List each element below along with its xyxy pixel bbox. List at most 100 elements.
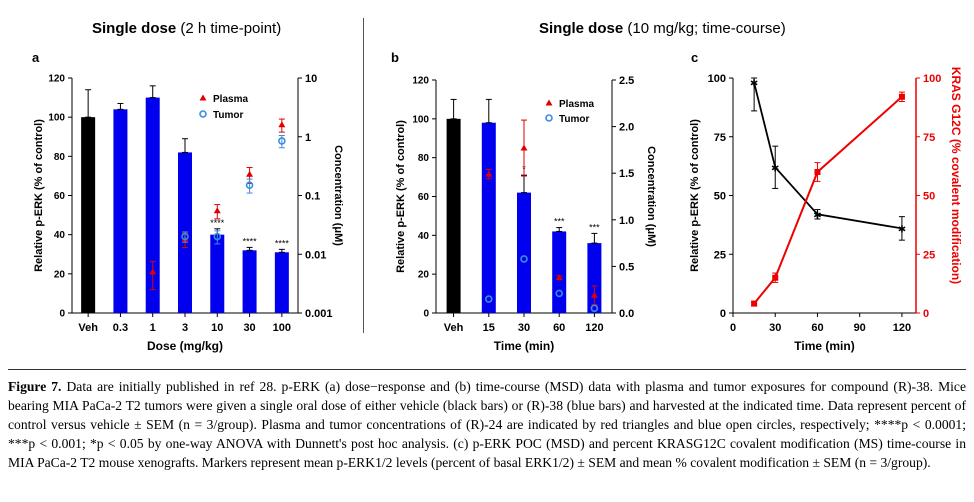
panel-a-y2tick-label: 0.001: [305, 308, 333, 320]
panel-b-y2tick-label: 0.5: [619, 261, 634, 273]
panel-divider: [363, 18, 364, 333]
panel-b-legend-plasma-marker: [545, 99, 553, 106]
panel-a-y2tick-label: 10: [305, 73, 317, 85]
panel-c-y2tick-label: 50: [923, 191, 935, 203]
panel-c-point-black-60: ✱: [813, 210, 821, 221]
panel-b-legend-plasma-label: Plasma: [559, 99, 594, 110]
panel-b-plasma-point-15: [485, 170, 493, 177]
panel-c-point-red-120: [898, 93, 905, 100]
panel-c-xtick-label: 60: [811, 322, 823, 334]
panel-a-legend-tumor-marker: [199, 110, 207, 118]
panel-bc-header: Single dose (10 mg/kg; time-course): [539, 20, 786, 37]
panel-b-plasma-point-30: [520, 144, 528, 151]
panel-a-bar-0.3: [113, 109, 128, 313]
panel-a-xtick-label: 3: [182, 322, 188, 334]
panel-c-ytick-label: 75: [714, 132, 726, 144]
panel-a-ytick-label: 80: [54, 152, 66, 163]
panel-c-xtick-label: 30: [769, 322, 781, 334]
panel-c-point-red-15: [751, 300, 758, 307]
panel-b-ytick-label: 40: [418, 231, 430, 242]
panel-c-point-black-120: ✱: [898, 224, 906, 235]
panel-c-series-line-red: [753, 96, 903, 305]
panel-b-y2tick-label: 0.0: [619, 308, 634, 320]
panel-b-y2label: Concentration (μM): [645, 146, 657, 247]
panel-a-sig-100: ****: [275, 238, 290, 248]
panel-b-xlabel: Time (min): [494, 339, 554, 353]
panel-a-tumor-point-3: [181, 232, 189, 241]
panel-c-point-black-15: ✱: [750, 79, 758, 90]
caption-rule: [8, 369, 966, 370]
panel-a-bar-30: [242, 250, 257, 313]
figure-caption: Figure 7. Data are initially published i…: [8, 377, 966, 472]
panel-c-ytick-label: 50: [714, 191, 726, 203]
panel-b-bar-15: [481, 122, 496, 313]
panel-a-sig-30: ****: [243, 236, 258, 246]
panel-b-bar-120: [587, 243, 602, 313]
panel-a-bar-100: [274, 252, 289, 313]
panel-a-ytick-label: 0: [59, 309, 65, 320]
panel-c-ytick-label: 100: [708, 73, 726, 85]
panel-a-xtick-label: 1: [150, 322, 156, 334]
panel-a-ytick-label: 40: [54, 230, 66, 241]
panel-a-legend-plasma-label: Plasma: [213, 94, 248, 105]
panel-a-plasma-point-100: [278, 121, 286, 128]
panel-c-xtick-label: 120: [893, 322, 911, 334]
panel-b-ytick-label: 60: [418, 192, 430, 203]
panel-b-plasma-point-120: [590, 291, 598, 298]
panel-a-ytick-label: 60: [54, 191, 66, 202]
panel-a-legend-plasma-marker: [199, 94, 207, 101]
panel-b-ytick-label: 20: [418, 270, 430, 281]
panel-c-y2tick-label: 100: [923, 73, 941, 85]
panel-a-xtick-label: 0.3: [113, 322, 128, 334]
panel-b-y2tick-label: 2.0: [619, 122, 634, 134]
panel-c-letter: c: [691, 50, 698, 65]
panel-a-xtick-label: 100: [273, 322, 291, 334]
panel-b-ytick-label: 80: [418, 153, 430, 164]
panel-a-plasma-point-1: [149, 268, 157, 275]
panel-b-ytick-label: 120: [412, 76, 429, 87]
panel-b-y2tick-label: 1.0: [619, 215, 634, 227]
panel-b-sig-60: ***: [554, 217, 565, 227]
panel-a-sig-10: ****: [210, 218, 225, 228]
panel-b-bar-30: [517, 192, 531, 313]
panel-c-point-red-30: [772, 274, 779, 281]
panel-b-tumor-point-60: [555, 289, 564, 298]
panel-a-xtick-label: Veh: [78, 322, 98, 334]
panel-c-ylabel: Relative p-ERK (% of control): [689, 119, 701, 272]
panel-b-plasma-point-60: [555, 274, 563, 281]
panel-a-xtick-label: 10: [211, 322, 223, 334]
panel-b-ytick-label: 100: [412, 114, 429, 125]
panel-a-plasma-point-10: [213, 207, 221, 214]
caption-text: Data are initially published in ref 28. …: [8, 379, 966, 470]
panel-a-xtick-label: 30: [243, 322, 255, 334]
panel-a-y2label: Concentration (μM): [332, 145, 344, 246]
panel-b-ylabel: Relative p-ERK (% of control): [395, 120, 407, 273]
panel-c-y2label: KRAS G12C (% covalent modification): [949, 67, 963, 284]
panel-c-point-black-30: ✱: [771, 163, 779, 174]
panel-c-xtick-label: 0: [730, 322, 736, 334]
panel-a-header: Single dose (2 h time-point): [92, 20, 282, 37]
panel-a-y2tick-label: 0.01: [305, 249, 326, 261]
panel-b-letter: b: [391, 50, 399, 65]
panel-c-ytick-label: 0: [720, 308, 726, 320]
panel-c-series-line-black: [753, 82, 903, 230]
panel-c-y2tick-label: 0: [923, 308, 929, 320]
panel-b-sig-120: ***: [589, 222, 600, 232]
panel-a-plasma-point-30: [246, 170, 254, 177]
panel-a-ylabel: Relative p-ERK (% of control): [33, 119, 45, 272]
panel-a-ytick-label: 100: [48, 113, 65, 124]
panel-b-tumor-point-30: [520, 255, 528, 263]
panel-a-tumor-point-30: [245, 181, 254, 189]
panel-b-y2tick-label: 1.5: [619, 168, 634, 180]
panel-a-y2tick-label: 1: [305, 132, 311, 144]
panel-c-point-red-60: [814, 169, 821, 175]
panel-a-letter: a: [32, 50, 40, 65]
panel-b-legend-tumor-label: Tumor: [559, 114, 589, 125]
panel-c-y2tick-label: 25: [923, 249, 935, 261]
panel-b-xtick-label: 120: [585, 322, 603, 334]
panel-b-xtick-label: 30: [518, 322, 530, 334]
panel-a-bar-Veh: [81, 117, 96, 314]
panel-b-bar-Veh: [446, 118, 461, 313]
panel-b-bar-60: [552, 231, 567, 313]
